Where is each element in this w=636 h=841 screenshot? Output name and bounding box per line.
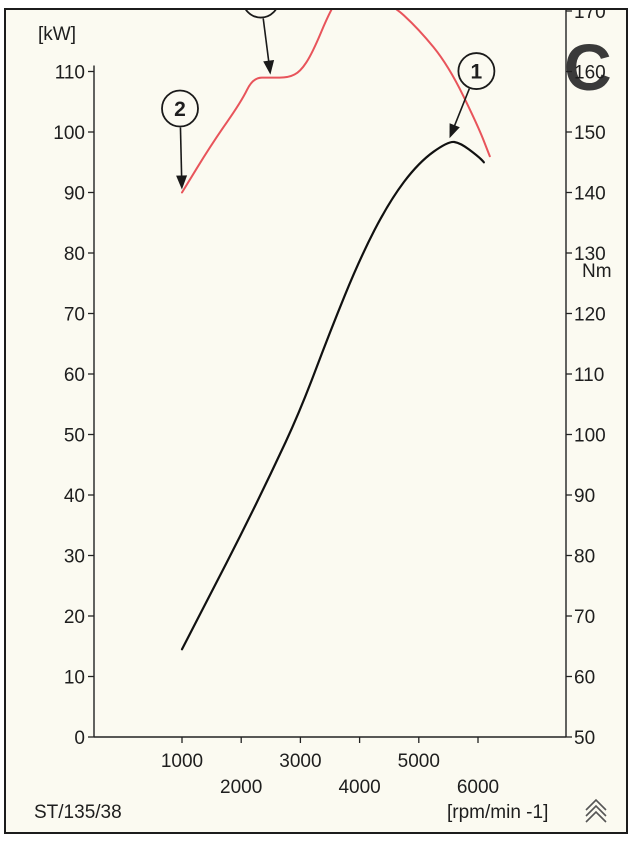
callout-arrow-line — [452, 88, 471, 130]
chart-frame: [kW] C Nm 0 10 20 30 40 50 60 70 80 90 100 110 50 60 7… — [4, 0, 628, 834]
left-axis-unit: [kW] — [38, 24, 76, 45]
left-tick-label: 10 — [64, 668, 85, 689]
figure-code: ST/135/38 — [34, 802, 122, 823]
right-tick-label: 80 — [574, 547, 595, 568]
corner-letter: C — [564, 30, 612, 104]
x-tick-label: 1000 — [161, 751, 203, 772]
callout-2: 2 — [161, 89, 199, 190]
right-tick-label: 70 — [574, 607, 595, 628]
callout-number: 2 — [174, 98, 186, 121]
x-tick-label: 4000 — [338, 777, 380, 798]
x-tick-label: 6000 — [457, 777, 499, 798]
right-axis-unit: Nm — [582, 261, 612, 282]
power-curve — [180, 140, 486, 651]
right-tick-label: 110 — [574, 365, 604, 386]
logo-icon — [585, 798, 607, 823]
left-tick-label: 90 — [64, 184, 85, 205]
callout-layer: 1234 — [161, 0, 496, 190]
torque-curve — [181, 0, 491, 194]
callout-number: 3 — [255, 10, 267, 12]
right-tick-label: 60 — [574, 668, 595, 689]
callout-arrowhead — [449, 123, 460, 139]
right-tick-label: 150 — [574, 123, 606, 144]
callout-1: 1 — [449, 52, 496, 139]
callout-3: 3 — [241, 0, 280, 75]
callout-circle — [457, 52, 496, 90]
left-tick-label: 110 — [55, 63, 85, 84]
right-tick-label: 130 — [574, 244, 606, 265]
callout-number: 1 — [471, 61, 483, 84]
right-tick-label: 90 — [574, 486, 595, 507]
x-tick-label: 2000 — [220, 777, 262, 798]
left-tick-label: 30 — [64, 547, 85, 568]
right-tick-label: 170 — [574, 10, 606, 23]
power-torque-chart: [kW] C Nm 0 10 20 30 40 50 60 70 80 90 100 110 50 60 7… — [34, 0, 612, 823]
callout-arrow-line — [179, 127, 183, 180]
x-tick-label: 3000 — [279, 751, 321, 772]
left-tick-label: 70 — [64, 305, 85, 326]
left-tick-label: 80 — [64, 244, 85, 265]
left-tick-label: 60 — [64, 365, 85, 386]
callout-arrowhead — [263, 60, 275, 75]
right-tick-label: 160 — [574, 63, 606, 84]
left-tick-label: 20 — [64, 607, 85, 628]
series-layer — [180, 0, 491, 651]
left-tick-label: 50 — [64, 426, 85, 447]
right-tick-label: 140 — [574, 184, 606, 205]
right-tick-label: 50 — [574, 728, 595, 749]
callout-arrow-line — [262, 18, 270, 65]
axes-layer: 0102030405060708090100110506070809010011… — [53, 0, 606, 798]
right-tick-label: 120 — [574, 305, 606, 326]
callout-circle — [161, 89, 199, 128]
left-tick-label: 100 — [53, 123, 85, 144]
left-tick-label: 0 — [74, 728, 85, 749]
left-tick-label: 40 — [64, 486, 85, 507]
x-axis-unit: [rpm/min -1] — [447, 802, 548, 823]
right-tick-label: 100 — [574, 426, 606, 447]
callout-arrowhead — [176, 175, 188, 190]
x-tick-label: 5000 — [398, 751, 440, 772]
